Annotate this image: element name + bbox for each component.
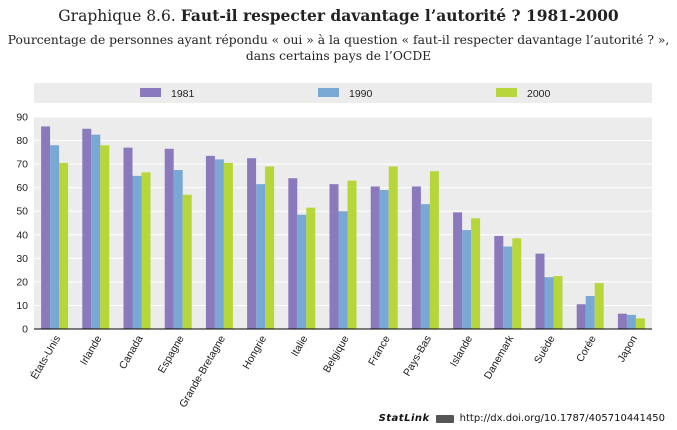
legend-label: 1981 bbox=[171, 88, 195, 100]
x-tick-label: Islande bbox=[448, 333, 475, 368]
x-tick-label: Italie bbox=[289, 333, 311, 358]
chart-title: Graphique 8.6. Faut-il respecter davanta… bbox=[0, 6, 677, 25]
bar-1990 bbox=[420, 204, 430, 329]
statlink[interactable]: StatLink http://dx.doi.org/10.1787/40571… bbox=[379, 413, 665, 424]
bar-2000 bbox=[100, 145, 110, 329]
bar-1981 bbox=[123, 147, 133, 329]
y-tick-label: 0 bbox=[22, 324, 28, 336]
x-tick-label: Hongrie bbox=[240, 333, 269, 371]
bar-1990 bbox=[503, 246, 513, 329]
x-tick-label: Canada bbox=[117, 333, 146, 371]
bar-1990 bbox=[544, 277, 554, 329]
bar-1981 bbox=[453, 212, 463, 329]
x-tick-label: Pays-Bas bbox=[401, 334, 434, 379]
bar-1990 bbox=[379, 190, 389, 329]
bar-1990 bbox=[626, 314, 636, 329]
bar-chart: 0 10 20 30 40 50 60 70 80 90 États-Unis Irlande Can… bbox=[16, 83, 652, 410]
bar-2000 bbox=[306, 207, 316, 329]
bar-2000 bbox=[265, 166, 275, 329]
y-tick-labels: 0 10 20 30 40 50 60 70 80 90 bbox=[16, 112, 28, 336]
bar-2000 bbox=[635, 318, 645, 329]
statlink-icon bbox=[435, 414, 454, 423]
bar-2000 bbox=[141, 172, 151, 329]
legend-swatch-1981 bbox=[140, 88, 161, 97]
bar-1990 bbox=[214, 159, 224, 329]
legend: 1981 1990 2000 bbox=[140, 88, 551, 100]
bar-2000 bbox=[594, 283, 604, 329]
subtitle-line-2: dans certains pays de l’OCDE bbox=[245, 49, 432, 63]
bar-1981 bbox=[370, 186, 380, 329]
bar-2000 bbox=[429, 171, 439, 329]
x-tick-label: Grande-Bretagne bbox=[177, 333, 228, 409]
y-tick-label: 70 bbox=[16, 159, 28, 171]
statlink-url[interactable]: http://dx.doi.org/10.1787/405710441450 bbox=[459, 413, 665, 424]
subtitle-line-1: Pourcentage de personnes ayant répondu «… bbox=[7, 33, 670, 47]
bar-1990 bbox=[173, 170, 183, 329]
bar-2000 bbox=[347, 180, 357, 329]
y-tick-label: 40 bbox=[16, 229, 28, 241]
y-tick-label: 20 bbox=[16, 276, 28, 288]
bar-2000 bbox=[223, 162, 233, 329]
bar-1981 bbox=[576, 304, 586, 329]
x-tick-label: Espagne bbox=[156, 333, 187, 375]
bar-1981 bbox=[82, 128, 92, 329]
bar-1981 bbox=[617, 313, 627, 329]
title-main: Faut-il respecter davantage l’autorité ?… bbox=[180, 6, 619, 25]
bar-1990 bbox=[585, 296, 595, 329]
bar-2000 bbox=[553, 276, 563, 329]
y-tick-label: 90 bbox=[16, 112, 28, 124]
bar-1981 bbox=[41, 126, 51, 329]
legend-label: 1990 bbox=[349, 88, 373, 100]
bar-1990 bbox=[462, 230, 472, 329]
x-tick-label: Corée bbox=[574, 333, 599, 364]
title-prefix: Graphique 8.6. bbox=[58, 7, 176, 25]
x-tick-label: Irlande bbox=[78, 333, 105, 367]
bar-1990 bbox=[338, 211, 348, 329]
bar-1981 bbox=[205, 155, 215, 329]
x-tick-label: Suède bbox=[532, 333, 558, 365]
x-tick-label: Japon bbox=[615, 333, 640, 364]
y-tick-label: 80 bbox=[16, 135, 28, 147]
x-tick-label: États-Unis bbox=[28, 333, 63, 381]
bar-1981 bbox=[411, 186, 421, 329]
bar-1990 bbox=[297, 214, 307, 329]
bar-2000 bbox=[388, 166, 398, 329]
bar-1981 bbox=[247, 158, 257, 329]
bar-1981 bbox=[288, 178, 298, 329]
bar-1990 bbox=[91, 134, 101, 329]
chart-subtitle: Pourcentage de personnes ayant répondu «… bbox=[0, 32, 677, 64]
bars bbox=[41, 126, 645, 329]
bar-1981 bbox=[164, 148, 174, 329]
legend-label: 2000 bbox=[527, 88, 551, 100]
bar-1981 bbox=[535, 253, 545, 329]
y-tick-label: 50 bbox=[16, 206, 28, 218]
bar-2000 bbox=[471, 218, 481, 329]
bar-1981 bbox=[329, 184, 339, 329]
y-tick-label: 10 bbox=[16, 300, 28, 312]
x-tick-label: Danemark bbox=[482, 333, 517, 382]
bar-2000 bbox=[182, 194, 192, 329]
bar-1990 bbox=[50, 145, 60, 329]
bar-1990 bbox=[132, 175, 142, 329]
y-tick-label: 30 bbox=[16, 253, 28, 265]
legend-background bbox=[34, 83, 652, 103]
bar-1981 bbox=[494, 235, 504, 329]
y-tick-label: 60 bbox=[16, 182, 28, 194]
bar-2000 bbox=[512, 238, 522, 329]
legend-swatch-1990 bbox=[318, 88, 339, 97]
x-tick-label: France bbox=[366, 333, 393, 367]
x-tick-labels: États-Unis Irlande Canada EspagneGrande-Bre… bbox=[28, 333, 640, 410]
bar-2000 bbox=[59, 162, 69, 329]
x-tick-label: Belgique bbox=[321, 333, 352, 375]
legend-swatch-2000 bbox=[496, 88, 517, 97]
statlink-logo: StatLink bbox=[378, 413, 430, 424]
bar-1990 bbox=[256, 184, 266, 329]
